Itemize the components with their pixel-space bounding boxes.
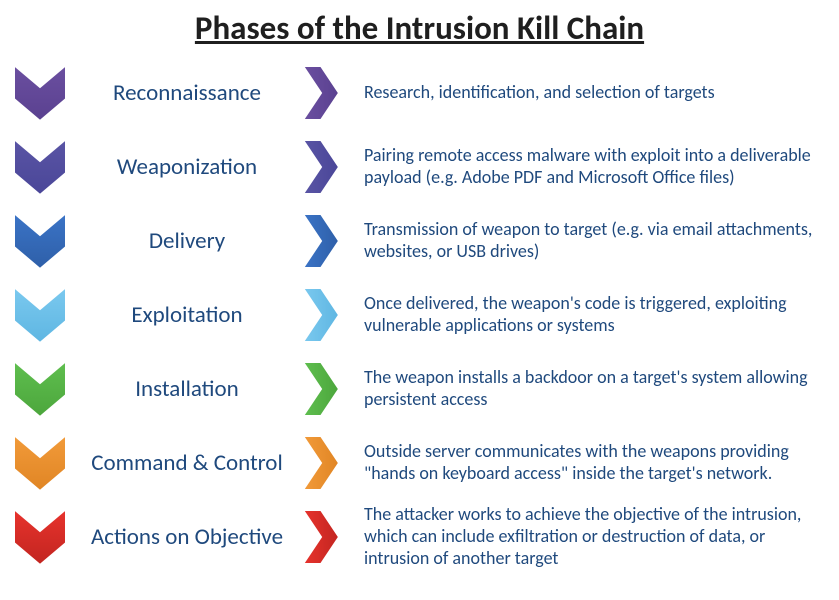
phase-row: Weaponization Pairing remote access malw… [0, 130, 839, 204]
down-chevron-icon [6, 359, 74, 419]
right-chevron-icon [300, 434, 342, 492]
phase-name: Reconnaissance [74, 79, 300, 107]
phase-rows: Reconnaissance Research, identification,… [0, 52, 839, 574]
phase-row: Actions on Objective The attacker works … [0, 500, 839, 574]
right-chevron-icon [300, 286, 342, 344]
down-chevron-icon [6, 137, 74, 197]
right-chevron-icon [300, 138, 342, 196]
phase-row: Reconnaissance Research, identification,… [0, 56, 839, 130]
phase-row: Exploitation Once delivered, the weapon'… [0, 278, 839, 352]
phase-name: Weaponization [74, 153, 300, 181]
phase-name: Delivery [74, 227, 300, 255]
down-chevron-icon [6, 285, 74, 345]
phase-description: The attacker works to achieve the object… [342, 504, 829, 570]
phase-name: Command & Control [74, 449, 300, 477]
right-chevron-icon [300, 508, 342, 566]
phase-description: Once delivered, the weapon's code is tri… [342, 293, 829, 337]
down-chevron-icon [6, 433, 74, 493]
phase-description: Research, identification, and selection … [342, 82, 829, 104]
phase-row: Installation The weapon installs a backd… [0, 352, 839, 426]
phase-description: Transmission of weapon to target (e.g. v… [342, 219, 829, 263]
down-chevron-icon [6, 211, 74, 271]
phase-name: Actions on Objective [74, 523, 300, 551]
page-title: Phases of the Intrusion Kill Chain [0, 0, 839, 52]
phase-description: Pairing remote access malware with explo… [342, 145, 829, 189]
down-chevron-icon [6, 507, 74, 567]
phase-name: Installation [74, 375, 300, 403]
phase-row: Delivery Transmission of weapon to targe… [0, 204, 839, 278]
right-chevron-icon [300, 212, 342, 270]
phase-description: The weapon installs a backdoor on a targ… [342, 367, 829, 411]
phase-description: Outside server communicates with the wea… [342, 441, 829, 485]
phase-name: Exploitation [74, 301, 300, 329]
phase-row: Command & Control Outside server communi… [0, 426, 839, 500]
right-chevron-icon [300, 64, 342, 122]
right-chevron-icon [300, 360, 342, 418]
down-chevron-icon [6, 63, 74, 123]
